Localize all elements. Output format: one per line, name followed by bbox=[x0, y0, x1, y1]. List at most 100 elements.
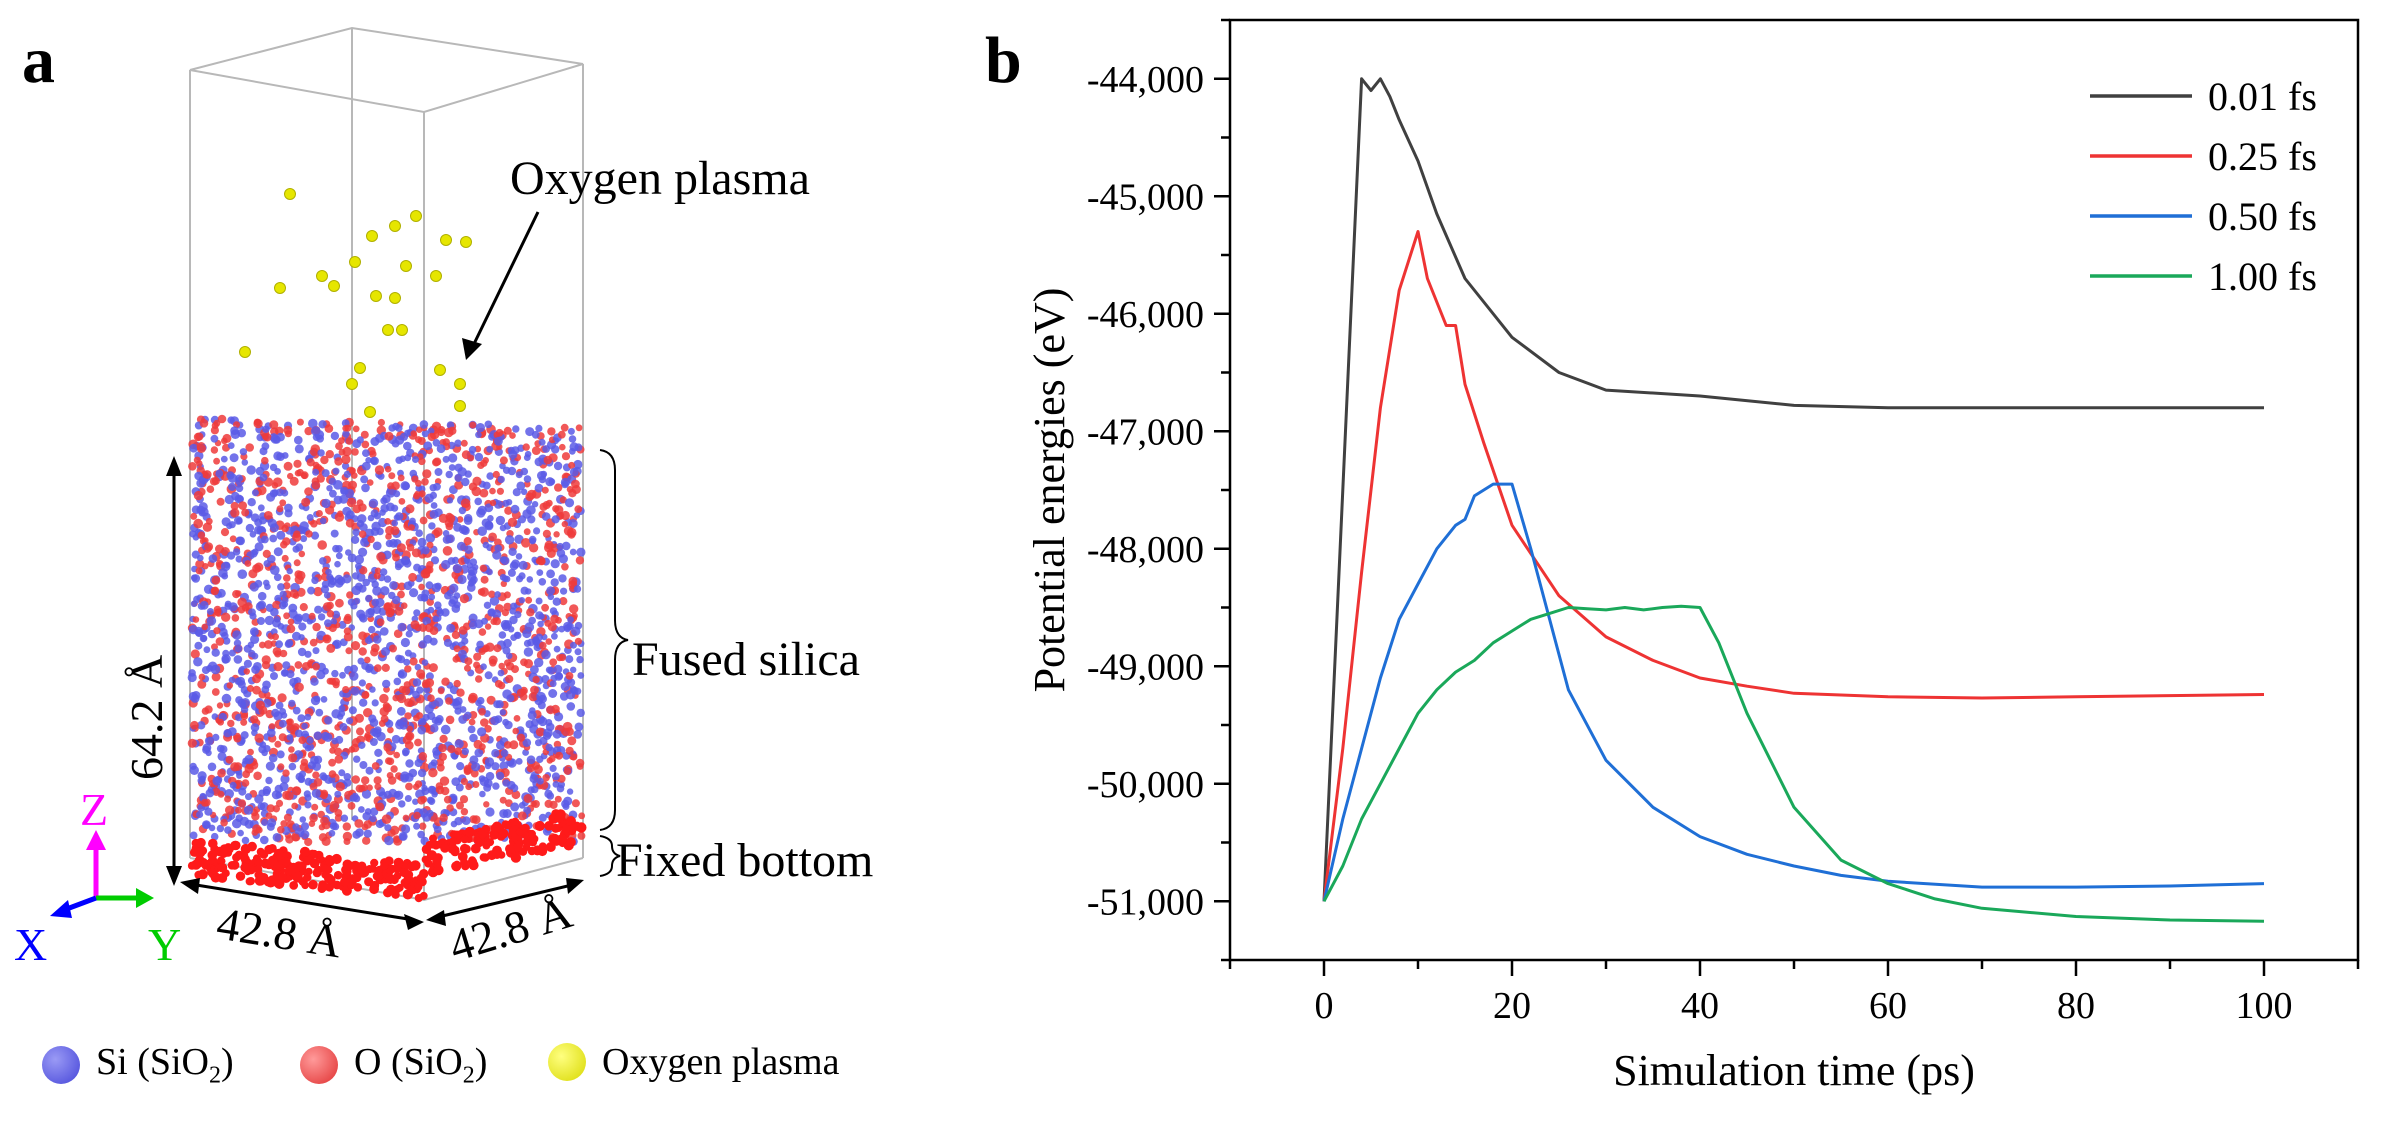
atom bbox=[404, 772, 414, 782]
atom bbox=[499, 796, 507, 804]
atom bbox=[553, 645, 561, 653]
atom bbox=[321, 469, 330, 478]
atom bbox=[448, 453, 458, 463]
atom bbox=[361, 691, 370, 699]
atom bbox=[210, 664, 221, 675]
fixed-atom bbox=[402, 889, 413, 900]
atom bbox=[480, 575, 489, 584]
atom bbox=[426, 561, 434, 569]
atom bbox=[263, 560, 271, 568]
atom bbox=[457, 574, 467, 585]
atom bbox=[474, 497, 483, 506]
atom bbox=[503, 591, 511, 599]
atom bbox=[332, 467, 340, 475]
atom bbox=[438, 752, 447, 761]
atom bbox=[480, 663, 487, 670]
atom bbox=[235, 713, 243, 722]
atom bbox=[568, 448, 576, 455]
atom bbox=[304, 426, 313, 436]
atom bbox=[439, 813, 448, 822]
atom bbox=[273, 547, 283, 557]
fixed-bottom-brace bbox=[599, 835, 621, 877]
atom bbox=[409, 588, 419, 598]
atom bbox=[254, 562, 264, 572]
atom bbox=[304, 837, 313, 847]
atom bbox=[487, 608, 496, 617]
atom bbox=[376, 618, 385, 627]
atom bbox=[334, 574, 344, 584]
atom bbox=[567, 427, 575, 435]
atom bbox=[568, 519, 578, 528]
atom bbox=[398, 831, 408, 841]
atom bbox=[537, 471, 547, 481]
atom bbox=[427, 606, 435, 614]
atom bbox=[541, 512, 551, 521]
atom bbox=[358, 806, 365, 813]
atom bbox=[267, 818, 277, 828]
atom bbox=[361, 461, 371, 471]
plot-frame bbox=[1228, 18, 2360, 962]
atom bbox=[412, 690, 420, 699]
atom bbox=[475, 423, 485, 433]
atom bbox=[371, 699, 379, 707]
atom bbox=[467, 725, 476, 734]
atom bbox=[191, 574, 201, 583]
atom bbox=[334, 790, 342, 798]
atom bbox=[335, 545, 343, 553]
atom bbox=[306, 458, 315, 467]
atom bbox=[432, 439, 441, 447]
fused-silica-brace bbox=[599, 449, 629, 831]
fixed-atom bbox=[449, 837, 458, 846]
atom bbox=[429, 723, 439, 733]
fixed-atom bbox=[527, 846, 537, 856]
atom bbox=[234, 516, 243, 525]
atom bbox=[275, 701, 284, 710]
atom bbox=[546, 705, 555, 715]
atom bbox=[304, 713, 312, 721]
atom bbox=[339, 671, 346, 679]
fixed-atom bbox=[407, 861, 417, 872]
fixed-atom bbox=[464, 826, 475, 838]
legend-label: 1.00 fs bbox=[2208, 254, 2317, 299]
atom bbox=[574, 648, 582, 656]
atom bbox=[237, 799, 247, 808]
atom bbox=[464, 664, 471, 672]
atom bbox=[205, 749, 212, 757]
atom bbox=[229, 453, 239, 463]
atom bbox=[252, 674, 261, 684]
atom bbox=[377, 418, 385, 427]
atom bbox=[554, 483, 563, 492]
atom bbox=[418, 490, 426, 498]
atom bbox=[365, 665, 373, 673]
fixed-atom bbox=[360, 867, 370, 878]
atom bbox=[488, 590, 496, 598]
atom bbox=[542, 774, 550, 782]
atom bbox=[508, 547, 517, 556]
atom bbox=[211, 476, 220, 485]
atom bbox=[515, 553, 523, 560]
atom bbox=[225, 755, 234, 764]
atom bbox=[289, 589, 299, 598]
atom bbox=[508, 450, 518, 460]
atom bbox=[421, 784, 428, 792]
atom bbox=[368, 714, 377, 723]
atom bbox=[550, 578, 559, 587]
atom bbox=[432, 458, 441, 467]
atom bbox=[523, 454, 531, 461]
fixed-atom bbox=[364, 877, 374, 887]
atom bbox=[456, 688, 465, 697]
atom bbox=[235, 696, 244, 704]
atom bbox=[236, 772, 243, 779]
atom bbox=[551, 772, 560, 781]
atom bbox=[436, 444, 446, 454]
atom bbox=[228, 649, 236, 657]
fixed-atom bbox=[239, 851, 249, 860]
atom bbox=[224, 826, 232, 834]
atom bbox=[415, 529, 424, 537]
atom bbox=[196, 810, 204, 819]
atom bbox=[500, 749, 509, 758]
atom bbox=[464, 657, 473, 666]
atom bbox=[348, 706, 357, 715]
plasma-atom bbox=[400, 260, 412, 272]
fixed-atom bbox=[303, 873, 312, 882]
